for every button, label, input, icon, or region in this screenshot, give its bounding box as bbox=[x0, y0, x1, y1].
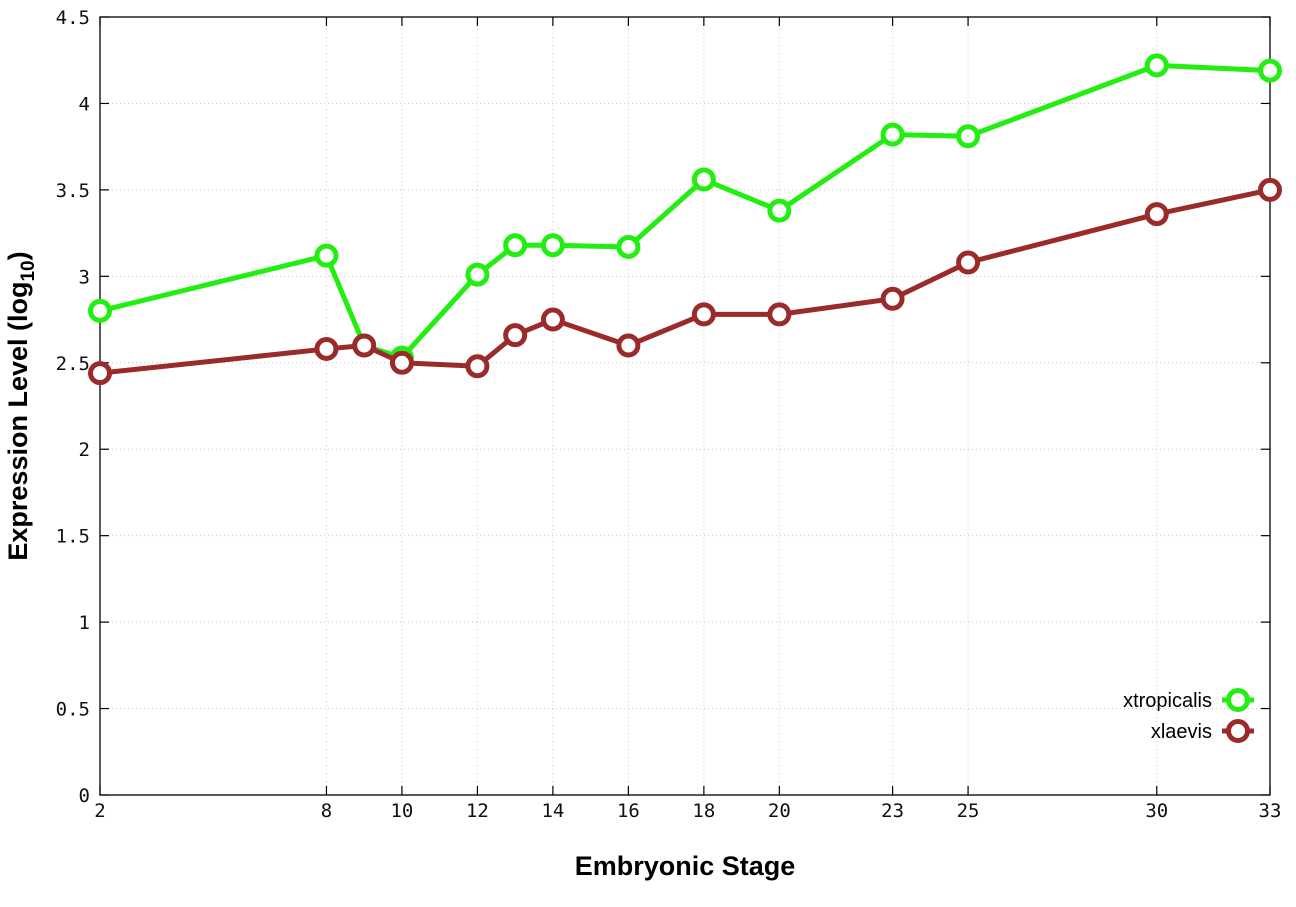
y-tick-label: 1 bbox=[79, 612, 90, 634]
data-point bbox=[88, 298, 112, 323]
data-point bbox=[691, 302, 716, 327]
series-line bbox=[99, 62, 1271, 361]
y-axis-title-main: Expression Level (log bbox=[3, 282, 33, 561]
y-tick-label: 1.5 bbox=[56, 526, 90, 548]
data-point bbox=[767, 302, 792, 327]
axis-ticks: 0 0.5 1 1.5 2 2.5 3 3.5 4 4.5 2 8 10 12 14 16 18 20 23 25 30… bbox=[56, 7, 1282, 822]
x-tick-label: 8 bbox=[321, 800, 332, 822]
x-axis-title: Embryonic Stage bbox=[575, 851, 796, 881]
data-point bbox=[880, 286, 905, 311]
data-point bbox=[1144, 53, 1169, 78]
data-point bbox=[314, 336, 339, 361]
y-tick-label: 4 bbox=[79, 93, 90, 115]
x-tick-label: 33 bbox=[1259, 800, 1282, 822]
x-tick-label: 14 bbox=[541, 800, 564, 822]
data-point bbox=[465, 262, 490, 287]
legend-item: xlaevis bbox=[1151, 719, 1254, 743]
x-tick-label: 2 bbox=[94, 800, 105, 822]
y-tick-label: 0.5 bbox=[56, 699, 90, 721]
data-point bbox=[540, 233, 565, 258]
y-axis-title-subscript: 10 bbox=[18, 260, 39, 281]
legend: xtropicalis xlaevis bbox=[1123, 688, 1254, 743]
x-tick-label: 25 bbox=[957, 800, 980, 822]
x-tick-label: 10 bbox=[390, 800, 413, 822]
y-tick-label: 2 bbox=[79, 439, 90, 461]
data-point bbox=[352, 333, 377, 358]
y-tick-label: 2.5 bbox=[56, 353, 90, 375]
y-tick-label: 3 bbox=[79, 266, 90, 288]
legend-label: xlaevis bbox=[1151, 721, 1212, 743]
data-point bbox=[540, 307, 565, 332]
data-point bbox=[389, 350, 414, 375]
data-point bbox=[956, 250, 981, 275]
data-point bbox=[465, 354, 490, 379]
data-point bbox=[767, 198, 792, 223]
data-point bbox=[616, 333, 641, 358]
series-line bbox=[99, 187, 1271, 376]
x-tick-label: 12 bbox=[466, 800, 489, 822]
data-point bbox=[956, 124, 981, 149]
data-point bbox=[616, 234, 641, 259]
x-tick-label: 20 bbox=[768, 800, 791, 822]
data-point bbox=[503, 323, 528, 348]
data-point bbox=[880, 122, 905, 147]
grid-lines bbox=[100, 17, 1270, 795]
y-axis-title-suffix: ) bbox=[3, 251, 33, 260]
data-point bbox=[1258, 58, 1282, 83]
data-point bbox=[88, 361, 112, 386]
y-tick-label: 0 bbox=[79, 785, 90, 807]
legend-label: xtropicalis bbox=[1123, 690, 1212, 712]
legend-item: xtropicalis bbox=[1123, 688, 1254, 712]
x-tick-label: 18 bbox=[692, 800, 715, 822]
series-layer bbox=[88, 53, 1282, 386]
data-point bbox=[1144, 202, 1169, 227]
series-xlaevis bbox=[88, 177, 1282, 386]
data-point bbox=[1258, 177, 1282, 202]
data-point bbox=[314, 243, 339, 268]
data-point bbox=[691, 167, 716, 192]
y-tick-label: 4.5 bbox=[56, 7, 90, 29]
y-tick-label: 3.5 bbox=[56, 180, 90, 202]
legend-marker bbox=[1226, 719, 1250, 743]
x-tick-label: 16 bbox=[617, 800, 640, 822]
plot-frame bbox=[99, 16, 1271, 796]
x-tick-label: 30 bbox=[1145, 800, 1168, 822]
y-axis-title: Expression Level (log10) bbox=[3, 251, 39, 560]
data-point bbox=[503, 233, 528, 258]
x-tick-label: 23 bbox=[881, 800, 904, 822]
legend-marker bbox=[1226, 688, 1250, 712]
